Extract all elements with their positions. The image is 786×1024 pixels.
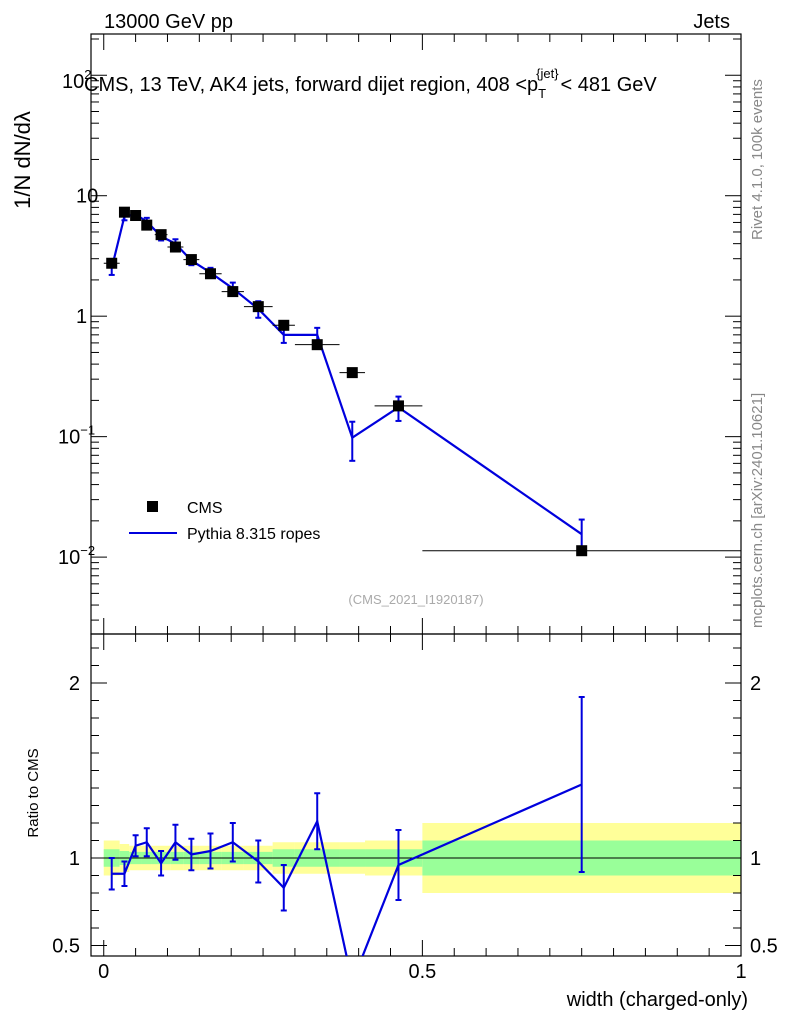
x-tick-label: 0.5 — [408, 961, 436, 983]
ratio-axes: 0.5 0.51 12 20 0.5 1 — [52, 633, 778, 983]
data-point — [346, 367, 358, 379]
data-point — [204, 268, 216, 280]
data-point — [155, 229, 167, 241]
ratio-y-tick-label-right: 0.5 — [750, 936, 778, 958]
data-point — [227, 286, 239, 298]
main-y-tick-label: 1 — [76, 306, 87, 328]
main-marks — [103, 206, 741, 557]
ratio-y-tick-label-left: 2 — [69, 673, 80, 695]
ratio-series — [108, 696, 585, 956]
legend-data-marker — [147, 501, 158, 512]
main-y-tick-label: 10 — [76, 186, 98, 208]
energy-label: 13000 GeV pp — [104, 11, 233, 33]
plot-title-main: CMS, 13 TeV, AK4 jets, forward dijet reg… — [84, 74, 538, 96]
x-tick-label: 0 — [98, 961, 109, 983]
data-point — [252, 301, 264, 313]
data-point — [185, 254, 197, 266]
ratio-y-tick-label-left: 0.5 — [52, 936, 80, 958]
top-y-tick-label: 102 — [62, 67, 91, 93]
plot-title-end: < 481 GeV — [561, 74, 658, 96]
data-point — [278, 319, 290, 331]
data-point — [106, 257, 118, 269]
data-point — [576, 545, 588, 557]
plot-title-sub: T — [538, 86, 546, 101]
analysis-watermark: (CMS_2021_I1920187) — [348, 592, 483, 607]
main-frame — [90, 33, 742, 635]
top-y-tick-exp: 2 — [84, 67, 91, 82]
plot-title: CMS, 13 TeV, AK4 jets, forward dijet reg… — [84, 66, 657, 101]
main-ylabel: 1/N dN/dλ — [10, 111, 35, 209]
ratio-y-tick-label-right: 1 — [750, 848, 761, 870]
plot-title-sup: {jet} — [536, 66, 559, 81]
data-point — [130, 210, 142, 222]
mcplots-label: mcplots.cern.ch [arXiv:2401.10621] — [749, 393, 766, 628]
x-tick-label: 1 — [735, 961, 746, 983]
mc-line — [110, 213, 583, 536]
ratio-y-tick-label-left: 1 — [69, 848, 80, 870]
main-y-tick-label: 10−2 — [58, 543, 95, 569]
ratio-marks — [108, 696, 585, 956]
data-point — [311, 339, 323, 351]
data-point — [169, 241, 181, 253]
x-axis-label: width (charged-only) — [566, 989, 748, 1011]
main-y-tick-label: 10−1 — [58, 423, 95, 449]
ratio-frame — [90, 633, 742, 957]
data-point — [118, 206, 130, 218]
jets-label: Jets — [693, 11, 730, 33]
ratio-ylabel: Ratio to CMS — [25, 748, 42, 837]
main-axes: 10−2 10−1 1 10 — [58, 33, 742, 635]
rivet-label: Rivet 4.1.0, 100k events — [749, 79, 766, 240]
legend-mc-label: Pythia 8.315 ropes — [187, 526, 320, 543]
data-point — [141, 219, 153, 231]
legend-data-label: CMS — [187, 500, 223, 517]
top-y-tick-base: 10 — [62, 71, 84, 93]
ratio-y-tick-label-right: 2 — [750, 673, 761, 695]
data-point — [392, 400, 404, 412]
